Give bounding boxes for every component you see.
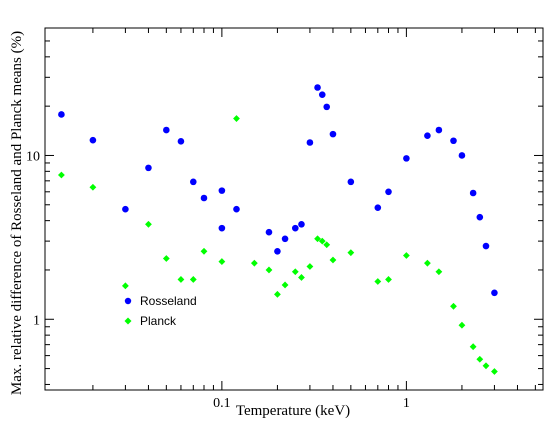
rosseland-point [233, 205, 240, 213]
planck-point [469, 343, 477, 351]
plot-frame [44, 27, 544, 391]
rosseland-point [218, 187, 226, 194]
planck-point [306, 263, 314, 270]
series-rosseland [58, 84, 498, 297]
rosseland-point [491, 289, 498, 297]
y-tick-label: 1 [33, 313, 40, 328]
planck-point [58, 171, 65, 179]
rosseland-point [318, 91, 326, 98]
rosseland-point [347, 178, 355, 186]
planck-point [385, 276, 392, 283]
x-tick-label: 1 [403, 396, 410, 411]
planck-point [145, 220, 152, 228]
rosseland-point [274, 247, 281, 255]
legend-marker-planck [124, 317, 132, 325]
planck-point [281, 281, 289, 289]
planck-point [435, 268, 443, 276]
planck-point [482, 362, 490, 370]
rosseland-point [424, 132, 431, 140]
legend-label-planck: Planck [140, 314, 177, 328]
planck-point [314, 235, 321, 243]
planck-point [250, 259, 258, 267]
x-tick-label: 0.1 [213, 396, 231, 411]
rosseland-point [482, 242, 490, 250]
rosseland-point [200, 194, 208, 202]
rosseland-point [177, 138, 185, 145]
rosseland-point [189, 178, 197, 186]
y-axis-label: Max. relative difference of Rosseland an… [9, 31, 25, 395]
planck-point [323, 241, 331, 249]
planck-point [177, 276, 185, 283]
x-axis-label: Temperature (keV) [236, 403, 350, 419]
planck-point [458, 321, 466, 329]
legend-label-rosseland: Rosseland [140, 294, 197, 308]
planck-point [189, 276, 197, 283]
rosseland-point [435, 126, 443, 134]
rosseland-point [218, 224, 226, 232]
rosseland-point [281, 235, 289, 243]
rosseland-point [476, 213, 484, 221]
planck-point [218, 258, 226, 265]
legend-marker-rosseland [124, 297, 132, 305]
planck-point [233, 115, 240, 122]
planck-point [89, 183, 97, 191]
legend: Rosseland Planck [112, 290, 224, 332]
rosseland-point [458, 152, 466, 159]
planck-point [162, 255, 170, 262]
rosseland-point [314, 84, 321, 91]
rosseland-point [265, 228, 273, 236]
planck-point [121, 282, 129, 290]
rosseland-point [145, 164, 152, 172]
planck-point [402, 252, 410, 259]
rosseland-point [329, 130, 337, 138]
rosseland-point [292, 224, 299, 232]
planck-point [291, 268, 299, 276]
planck-point [476, 355, 484, 363]
planck-point [450, 302, 457, 310]
planck-point [329, 256, 337, 264]
rosseland-point [122, 205, 129, 213]
rosseland-point [469, 189, 477, 197]
y-tick-label: 10 [26, 149, 40, 164]
planck-point [491, 368, 498, 375]
rosseland-point [163, 126, 170, 134]
planck-point [200, 247, 208, 255]
rosseland-point [306, 139, 314, 146]
rosseland-point [323, 103, 331, 111]
planck-point [274, 290, 281, 298]
planck-point [424, 259, 431, 267]
rosseland-point [450, 137, 457, 145]
planck-point [347, 249, 355, 257]
series-planck [58, 115, 498, 375]
rosseland-point [403, 155, 410, 162]
legend-box [112, 290, 224, 332]
planck-point [374, 278, 382, 285]
rosseland-point [298, 220, 305, 228]
planck-point [318, 237, 326, 245]
planck-point [265, 266, 273, 274]
rosseland-point [374, 204, 382, 211]
rosseland-point [89, 136, 97, 144]
rosseland-point [385, 188, 392, 196]
rosseland-point [58, 111, 65, 118]
planck-point [298, 274, 305, 281]
